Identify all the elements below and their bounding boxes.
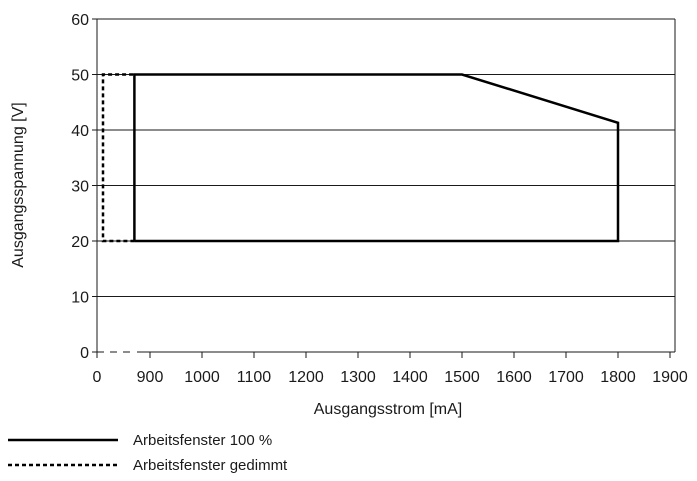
- x-tick-label: 1100: [237, 369, 272, 386]
- y-tick-label: 50: [71, 68, 89, 85]
- y-tick-label: 10: [71, 290, 89, 307]
- series-line-gedimmt: [103, 75, 134, 242]
- legend-label: Arbeitsfenster 100 %: [133, 432, 272, 449]
- y-tick-label: 20: [71, 234, 89, 251]
- x-tick-label: 1500: [444, 369, 480, 386]
- x-tick-label: 0: [93, 369, 102, 386]
- x-tick-label: 1600: [496, 369, 532, 386]
- grid-lines: [97, 19, 675, 297]
- x-tick-label: 1300: [340, 369, 376, 386]
- y-tick-label: 30: [71, 179, 89, 196]
- x-tick-label: 1400: [392, 369, 428, 386]
- x-tick-label: 900: [137, 369, 164, 386]
- legend: Arbeitsfenster 100 % Arbeitsfenster gedim…: [8, 432, 288, 474]
- x-axis-title: Ausgangsstrom [mA]: [314, 401, 463, 418]
- x-tick-label: 1000: [184, 369, 220, 386]
- x-tick-label: 1200: [288, 369, 324, 386]
- y-tick-label: 0: [80, 345, 89, 362]
- y-tick-label: 40: [71, 123, 89, 140]
- x-tick-label: 1800: [600, 369, 636, 386]
- y-axis-title: Ausgangsspannung [V]: [10, 102, 27, 267]
- series-layer: [103, 75, 618, 242]
- x-tick-label: 1700: [548, 369, 584, 386]
- series-line-100: [134, 75, 618, 242]
- y-tick-label: 60: [71, 12, 89, 29]
- tick-labels: 0 10 20 30 40 50 60 0 900 1000 1100 1200 1300 1400 150…: [71, 12, 688, 386]
- x-tick-label: 1900: [652, 369, 688, 386]
- axes: [92, 19, 675, 358]
- legend-label: Arbeitsfenster gedimmt: [133, 457, 288, 474]
